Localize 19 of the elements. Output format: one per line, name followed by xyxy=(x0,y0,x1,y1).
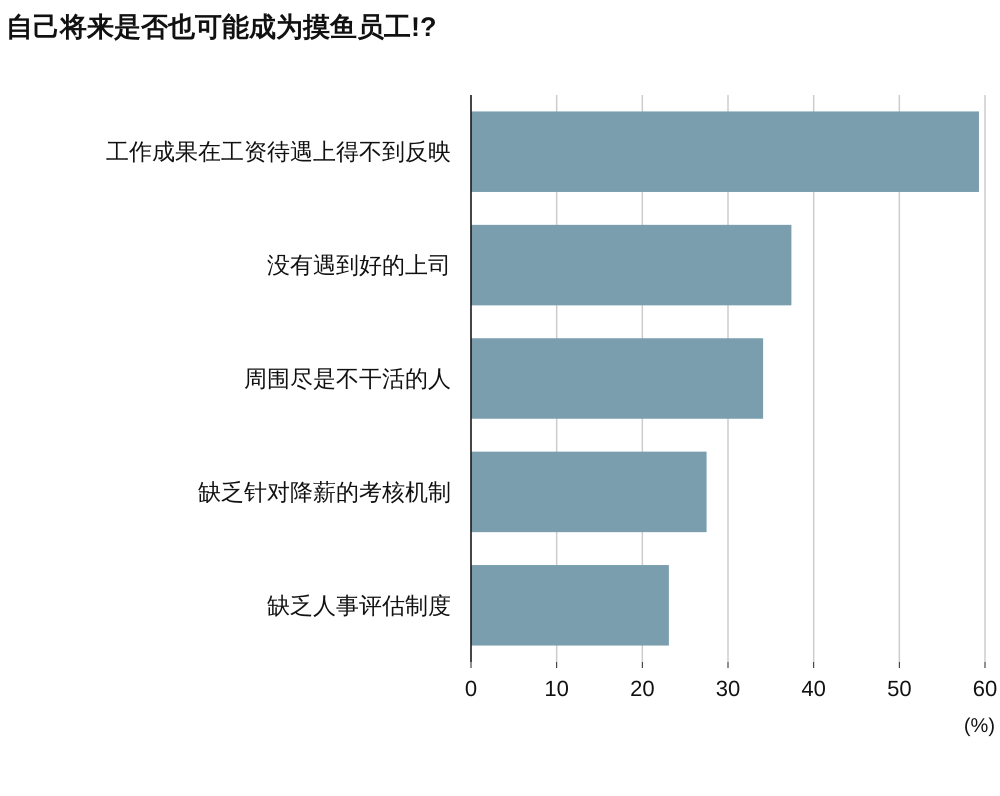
y-tick-label: 没有遇到好的上司 xyxy=(267,252,451,278)
x-tick-label: 40 xyxy=(801,676,826,701)
y-tick-label: 缺乏针对降薪的考核机制 xyxy=(198,478,451,505)
x-tick-label: 20 xyxy=(630,676,655,701)
x-tick-label: 60 xyxy=(972,676,998,701)
x-tick-label: 0 xyxy=(464,676,478,701)
bar xyxy=(471,338,764,419)
x-tick-label: 50 xyxy=(887,676,912,701)
y-tick-label: 缺乏人事评估制度 xyxy=(267,592,451,618)
bar xyxy=(471,565,669,646)
bar xyxy=(471,452,707,532)
bar xyxy=(471,224,792,306)
x-tick-label: 30 xyxy=(716,676,740,701)
text: 自己将来是否也可能成为摸鱼员工!? xyxy=(6,12,436,42)
x-tick-label: 10 xyxy=(544,676,569,701)
y-tick-label: 工作成果在工资待遇上得不到反映 xyxy=(106,138,451,165)
y-tick-label: 周围尽是不干活的人 xyxy=(244,366,451,392)
x-axis-title: (%) xyxy=(964,715,995,737)
bar xyxy=(471,111,980,192)
